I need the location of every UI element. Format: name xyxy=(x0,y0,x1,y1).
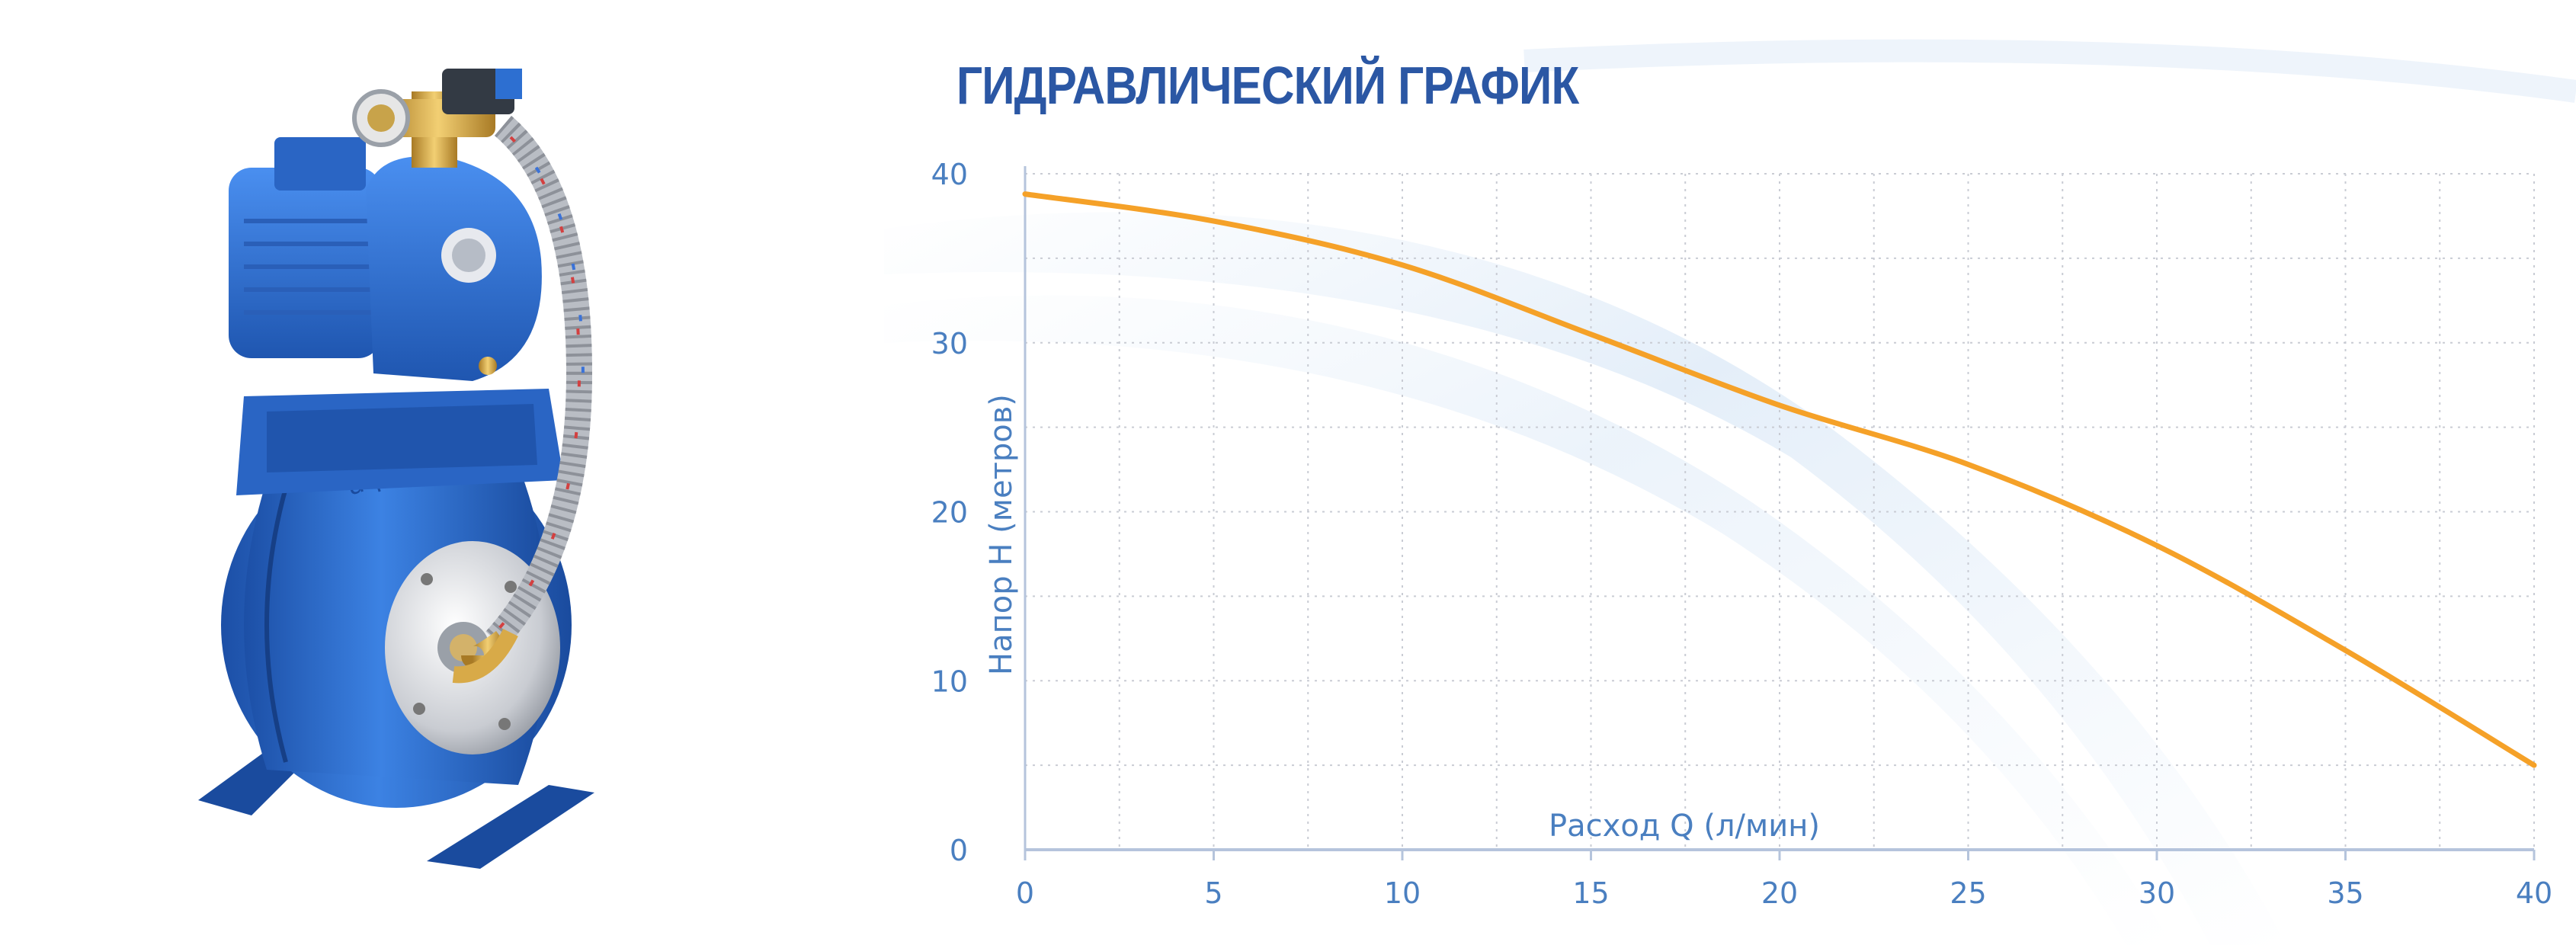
x-tick-label: 40 xyxy=(2516,876,2552,910)
chart-axes xyxy=(1024,166,2536,860)
x-tick-label: 5 xyxy=(1204,876,1222,910)
product-image: aquario xyxy=(152,53,686,892)
x-tick-label: 35 xyxy=(2327,876,2363,910)
water-pump-with-pressure-tank-icon: aquario xyxy=(198,69,594,869)
head-flow-curve xyxy=(1022,191,2537,768)
background-swoosh xyxy=(884,39,2576,945)
x-axis-label: Расход Q (л/мин) xyxy=(1549,809,1820,844)
x-tick-label: 20 xyxy=(1761,876,1798,910)
x-tick-label: 25 xyxy=(1950,876,1986,910)
y-axis-label: Напор H (метров) xyxy=(984,394,1019,675)
x-tick-label: 10 xyxy=(1384,876,1421,910)
y-tick-label: 20 xyxy=(931,496,968,530)
y-tick-label: 10 xyxy=(931,665,968,698)
chart-grid xyxy=(1024,173,2535,850)
y-tick-labels: 0 10 20 30 40 xyxy=(931,158,968,867)
x-tick-labels: 0 5 10 15 20 25 30 35 40 xyxy=(1016,876,2552,910)
x-tick-label: 30 xyxy=(2139,876,2175,910)
x-tick-label: 15 xyxy=(1572,876,1609,910)
y-tick-label: 0 xyxy=(950,834,968,867)
x-tick-label: 0 xyxy=(1016,876,1034,910)
y-tick-label: 40 xyxy=(931,158,968,191)
y-tick-label: 30 xyxy=(931,327,968,360)
chart-title: ГИДРАВЛИЧЕСКИЙ ГРАФИК xyxy=(956,56,1579,115)
